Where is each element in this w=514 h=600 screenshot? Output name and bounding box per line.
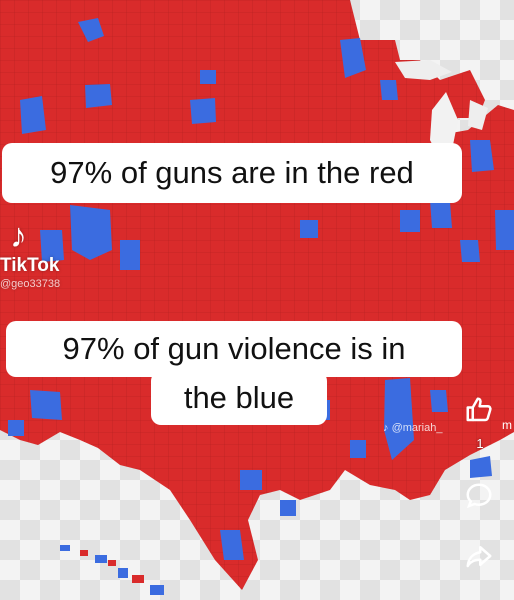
truncated-label: m: [502, 418, 512, 432]
share-arrow-icon[interactable]: [461, 538, 497, 574]
tiktok-watermark: ♪ TikTok @geo33738: [0, 217, 84, 298]
tiktok-handle: @geo33738: [0, 278, 61, 290]
caption-violence-line1: 97% of gun violence is in: [6, 321, 462, 377]
caption-guns-red: 97% of guns are in the red: [2, 143, 462, 203]
secondary-watermark: ♪ @mariah_: [383, 422, 443, 434]
tiktok-brand-text: TikTok: [0, 255, 60, 276]
lake-superior: [395, 60, 452, 80]
lake-huron: [468, 100, 488, 130]
blue-counties: [8, 18, 514, 560]
caption-violence-line2: the blue: [151, 371, 327, 425]
like-count: 1: [476, 436, 484, 451]
tiktok-logo-icon: ♪: [10, 217, 27, 255]
comment-bubble-icon[interactable]: [461, 478, 497, 514]
islands: [60, 545, 164, 595]
thumbs-up-icon[interactable]: [461, 392, 497, 428]
islands-red: [80, 550, 144, 583]
